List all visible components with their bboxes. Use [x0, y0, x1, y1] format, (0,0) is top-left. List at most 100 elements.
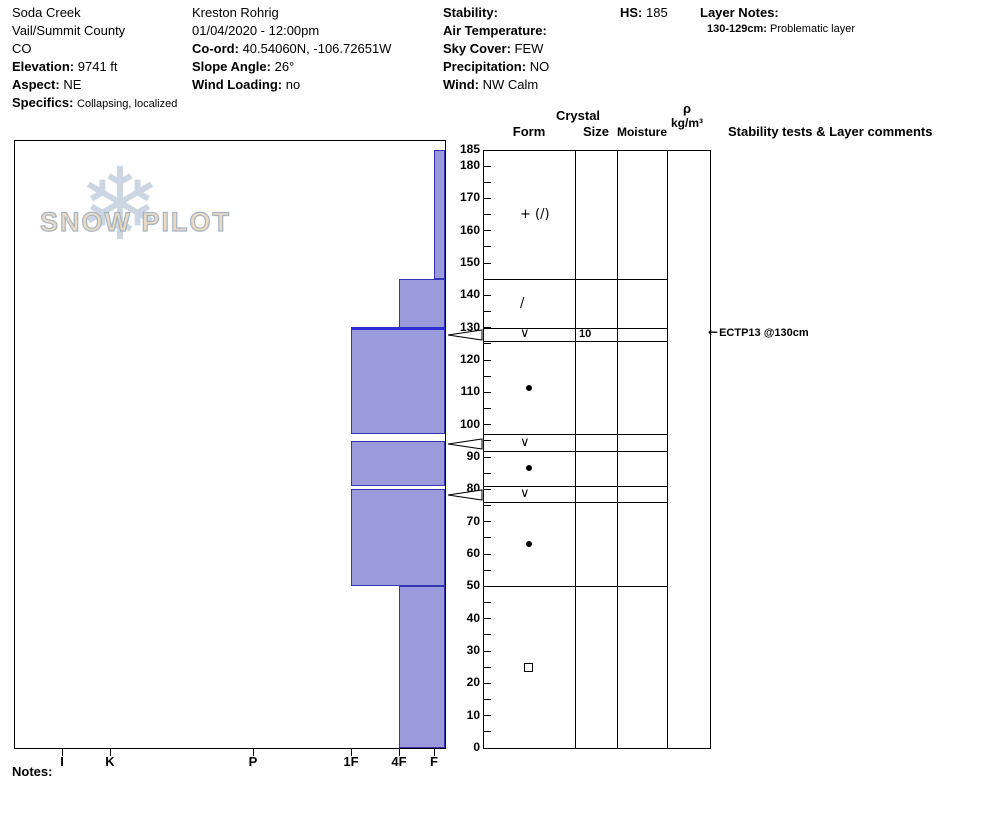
depth-tick: [484, 472, 491, 474]
depth-tick: [484, 634, 491, 636]
observer-name: Kreston Rohrig: [192, 5, 279, 20]
density-rho-header: ρ: [682, 101, 692, 116]
layer-boundary-line: [483, 279, 667, 281]
grid-vline: [667, 150, 668, 748]
stability-tests-header: Stability tests & Layer comments: [728, 124, 933, 139]
layer-boundary-line: [483, 327, 667, 329]
depth-tick: [484, 553, 491, 555]
depth-label: 40: [466, 610, 480, 625]
hs-label: HS:: [620, 5, 643, 20]
hardness-profile-plot: [14, 140, 446, 749]
depth-tick: [484, 262, 491, 264]
specifics-value: Collapsing, localized: [77, 98, 178, 110]
crystal-header: Crystal: [555, 108, 601, 123]
problem-layer-line: [351, 326, 445, 330]
depth-label: 140: [459, 287, 480, 302]
hardness-label: K: [105, 754, 115, 769]
stability-label: Stability:: [443, 5, 498, 20]
wind-label: Wind:: [443, 77, 479, 92]
depth-tick: [484, 456, 491, 458]
slope-angle-value: 26°: [274, 59, 295, 74]
snowpilot-logo: ❄ SNOW PILOT: [39, 155, 270, 280]
depth-label: 180: [459, 158, 480, 173]
coord-value: 40.54060N, -106.72651W: [242, 41, 392, 56]
layer-boundary-line: [483, 502, 667, 504]
depth-tick: [484, 391, 491, 393]
depth-label: 130: [459, 319, 480, 334]
layer-boundary-line: [483, 340, 667, 342]
site-aspect: Aspect: NE: [12, 76, 177, 94]
snowflake-icon: ❄: [78, 146, 162, 263]
hardness-bar: [399, 586, 445, 748]
depth-label: 20: [466, 675, 480, 690]
depth-tick: [484, 650, 491, 652]
depth-label: 150: [459, 255, 480, 270]
hardness-tick: [434, 749, 435, 756]
hardness-bar: [434, 150, 445, 280]
depth-label: 110: [460, 384, 480, 399]
grain-size-value: 10: [579, 328, 592, 341]
layer-boundary-line: [483, 486, 667, 488]
depth-tick: [484, 424, 491, 426]
layer-note-text: Problematic layer: [770, 23, 855, 35]
hardness-bar: [351, 327, 445, 435]
moisture-header: Moisture: [616, 125, 667, 139]
hardness-tick: [62, 749, 63, 756]
grid-vline: [617, 150, 618, 748]
hardness-label: F: [430, 754, 438, 769]
grain-form-symbol: ∨: [520, 434, 530, 450]
depth-tick: [484, 165, 491, 167]
grain-form-facet-icon: [524, 663, 533, 673]
site-elevation: Elevation: 9741 ft: [12, 58, 177, 76]
depth-label: 90: [466, 449, 480, 464]
depth-tick: [484, 537, 491, 539]
site-name: Soda Creek: [12, 5, 81, 20]
depth-label: 70: [466, 513, 480, 528]
layer-flag-icon: [447, 437, 483, 450]
grid-top-line: [483, 150, 711, 151]
hs-field: HS: 185: [620, 4, 668, 22]
depth-label: 50: [466, 578, 480, 593]
depth-tick: [484, 214, 491, 216]
hardness-tick: [110, 749, 111, 756]
layer-flag-icon: [447, 328, 483, 341]
depth-label: 160: [459, 222, 480, 237]
header-col-observer: Kreston Rohrig 01/04/2020 - 12:00pm Co-o…: [192, 4, 391, 94]
depth-tick: [484, 618, 491, 620]
grain-form-symbol: ∨: [520, 326, 530, 342]
grain-form-rounded-icon: [526, 541, 532, 548]
hardness-tick: [351, 749, 352, 756]
sky-cover-field: Sky Cover: FEW: [443, 40, 549, 58]
depth-tick: [484, 230, 491, 232]
notes-label: Notes:: [12, 764, 53, 779]
depth-label: 185: [459, 142, 480, 156]
depth-label: 10: [466, 707, 480, 722]
grain-form-symbol: /: [520, 295, 525, 311]
wind-loading-value: no: [285, 77, 301, 92]
air-temp-field: Air Temperature:: [443, 22, 549, 40]
depth-label: 100: [459, 416, 480, 431]
layer-note-range: 130-129cm:: [707, 23, 767, 35]
hardness-bar: [399, 279, 445, 328]
hardness-label: I: [60, 754, 64, 769]
specifics-label: Specifics:: [12, 95, 74, 110]
precip-value: NO: [529, 59, 550, 74]
coordinates: Co-ord: 40.54060N, -106.72651W: [192, 40, 391, 58]
depth-tick: [484, 521, 491, 523]
depth-tick: [484, 699, 491, 700]
depth-tick: [484, 440, 491, 442]
depth-tick: [484, 408, 491, 410]
layer-boundary-line: [483, 450, 667, 452]
depth-tick: [484, 359, 491, 361]
grid-vline: [483, 150, 484, 748]
hardness-bar: [351, 440, 445, 487]
grain-form-rounded-icon: [526, 465, 532, 472]
hardness-label: P: [248, 754, 258, 769]
depth-tick: [484, 666, 491, 668]
precip-label: Precipitation:: [443, 59, 527, 74]
slope-angle: Slope Angle: 26°: [192, 58, 391, 76]
depth-tick: [484, 246, 491, 248]
hardness-label: 1F: [343, 754, 359, 769]
depth-tick: [484, 715, 491, 717]
depth-label: 60: [466, 546, 480, 561]
